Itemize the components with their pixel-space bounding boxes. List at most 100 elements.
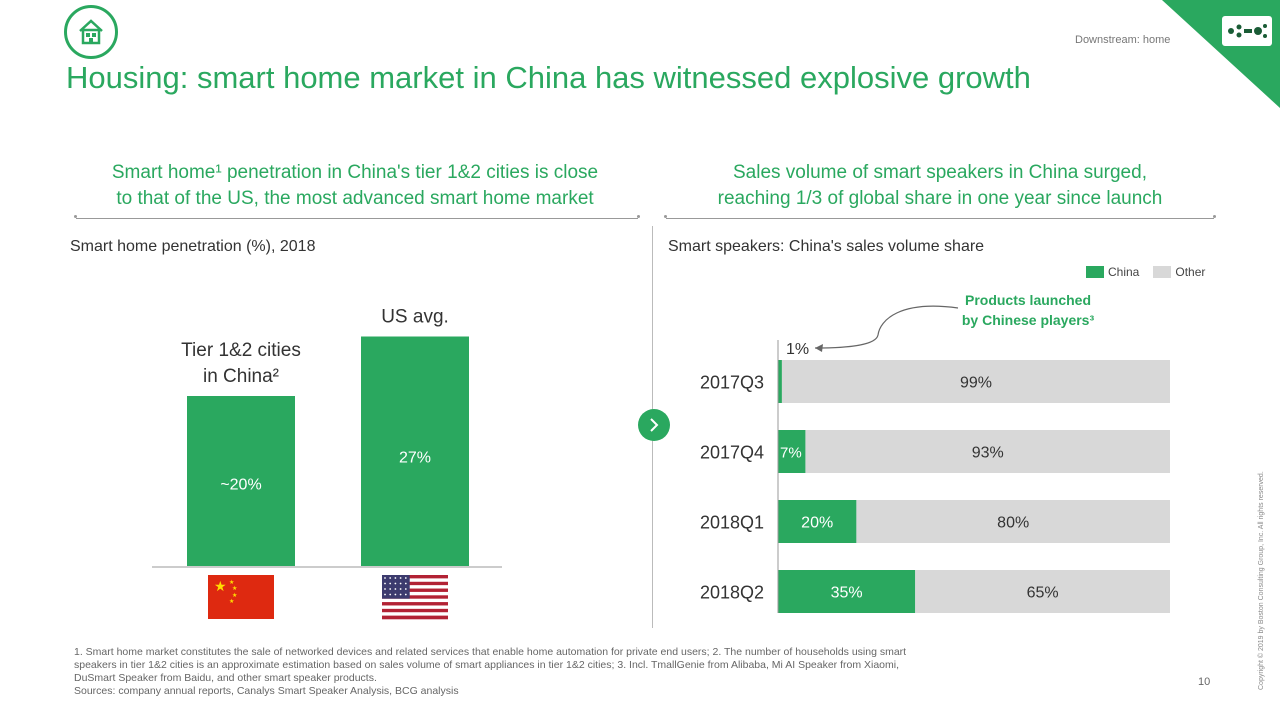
bar [361,336,469,566]
flag-star [389,577,392,579]
callout-line2: by Chinese players³ [961,312,1095,328]
callout-text: Products launched by Chinese players³ [938,290,1118,330]
bar-segment-other [805,430,1170,473]
left-subtitle: Smart home¹ penetration in China's tier … [70,160,640,212]
left-subtitle-line2: to that of the US, the most advanced sma… [116,188,594,209]
right-subtitle-line1: Sales volume of smart speakers in China … [733,162,1147,183]
flag-star [404,577,407,579]
flag-star [404,582,407,585]
page-title: Housing: smart home market in China has … [66,60,1031,95]
bar-segment-china [778,570,916,613]
data-label: 80% [997,515,1029,532]
flag-star: ★ [232,585,237,592]
row-label: 2018Q2 [700,583,764,603]
data-label: 99% [960,375,992,392]
bar-segment-other [856,500,1170,543]
row-label: 2017Q3 [700,373,764,393]
flag-stripe [382,612,448,616]
row-label: 2017Q4 [700,443,764,463]
data-label: 7% [780,445,802,462]
bar-segment-china [778,500,857,543]
flag-stripe [382,575,448,579]
flag-star [394,588,397,590]
flag-star: ★ [229,579,234,586]
flag-field [208,575,274,619]
footnotes: 1. Smart home market constitutes the sal… [74,646,1164,698]
right-subtitle: Sales volume of smart speakers in China … [670,160,1210,212]
flag-star [394,593,397,596]
legend-swatch-other [1153,265,1172,278]
right-rule [664,215,1216,219]
flag-star [389,593,392,596]
flag-star [394,582,397,585]
flag-star [399,577,402,579]
category-label: Tier 1&2 cities [181,340,301,361]
bar-segment-other [915,570,1170,613]
flag-star: ★ [232,592,237,599]
category-label: in China² [203,366,279,387]
flag-stripe [382,585,448,589]
flag-stripe [382,591,448,596]
flag-star [399,582,402,585]
left-subtitle-line1: Smart home¹ penetration in China's tier … [111,162,599,183]
footnote-line: DuSmart Speaker from Baidu, and other sm… [74,672,377,684]
left-chart-title: Smart home penetration (%), 2018 [70,238,316,255]
china-flag-icon: ★ ★★★★ [208,575,274,619]
sources: Sources: company annual reports, Canalys… [74,685,459,697]
callout-line1: Products launched [964,292,1092,308]
flag-stripe [382,598,448,603]
bar-value-label: ~20% [220,477,261,494]
right-chart-title: Smart speakers: China's sales volume sha… [668,238,985,255]
footnote-line: 1. Smart home market constitutes the sal… [74,646,907,658]
bar [187,396,295,566]
flag-stripe [382,608,448,613]
flag-star: ★ [214,578,227,594]
category-label: US avg. [381,307,449,328]
bar-segment-other [781,360,1170,403]
flag-star [404,588,407,590]
data-label: 1% [786,341,809,358]
flag-stripe [382,581,448,586]
flag-star [399,593,402,596]
flag-star [389,588,392,590]
legend-swatch-china [1086,265,1104,278]
data-label: 35% [831,585,863,602]
flag-stripe [382,602,448,606]
flag-stripe [382,605,448,610]
house-icon [79,19,103,45]
flag-star [384,582,386,585]
flag-star [394,577,397,579]
legend-label-other: Other [1175,264,1206,279]
page-number: 10 [1198,676,1211,688]
us-flag-icon [382,575,448,620]
data-label: 65% [1027,585,1059,602]
section-tag: Downstream: home [1075,34,1171,46]
callout-arrow [814,305,959,349]
legend: China Other [1086,263,1205,281]
data-label: 93% [972,445,1004,462]
flag-star [384,577,386,579]
flag-star [384,593,386,596]
legend-label-china: China [1108,264,1140,279]
flag-stripe [382,615,448,620]
flag-star [399,588,402,590]
flag-star [384,588,386,590]
chevron-right-icon [638,409,670,441]
bar-value-label: 27% [399,450,431,467]
bar-segment-china [778,430,806,473]
flag-canton [382,575,410,599]
right-subtitle-line2: reaching 1/3 of global share in one year… [717,188,1163,209]
flag-star [389,582,392,585]
callout-arrowhead [815,344,823,352]
bar-segment-china [778,360,782,403]
flag-star [404,593,407,596]
row-label: 2018Q1 [700,513,764,533]
footnote-line: speakers in tier 1&2 cities is an approx… [74,659,900,671]
flag-stripe [382,595,448,599]
bcg-brand-icon [1222,16,1272,46]
flag-stripe [382,588,448,593]
copyright: Copyright © 2019 by Boston Consulting Gr… [1258,471,1265,690]
flag-stripe [382,578,448,583]
data-label: 20% [801,515,833,532]
